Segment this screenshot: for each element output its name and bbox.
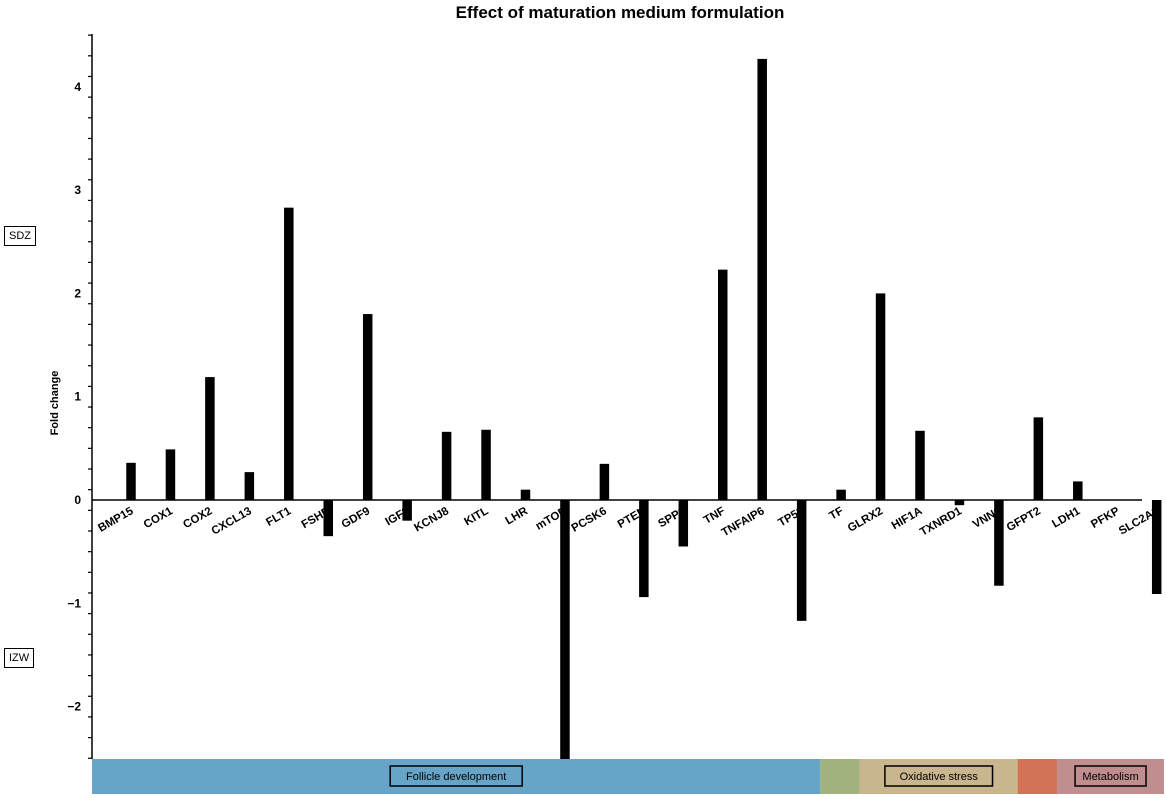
x-tick-label: FLT1 bbox=[264, 505, 294, 529]
x-tick-label: TNF bbox=[702, 505, 727, 527]
y-tick-label: 4 bbox=[74, 80, 81, 94]
category-label-box bbox=[884, 765, 994, 787]
bar-spp1 bbox=[678, 500, 689, 547]
y-tick-label: −2 bbox=[67, 700, 81, 714]
bar-cox2 bbox=[205, 377, 215, 500]
category-band bbox=[92, 759, 821, 794]
bar-tf bbox=[836, 489, 846, 500]
bar-kitl bbox=[481, 429, 491, 500]
x-tick-label: KCNJ8 bbox=[412, 505, 451, 535]
category-band bbox=[1017, 759, 1058, 794]
bar-fshr bbox=[323, 500, 333, 537]
x-tick-label: GLRX2 bbox=[846, 505, 885, 535]
x-tick-label: BMP15 bbox=[96, 505, 136, 535]
bar-pten bbox=[639, 500, 649, 598]
bar-gfpt2 bbox=[1033, 417, 1044, 500]
x-tick-label: LDH1 bbox=[1050, 505, 1083, 531]
y-axis-label: Fold change bbox=[49, 371, 61, 436]
bar-igf2 bbox=[402, 500, 412, 521]
category-bands: Follicle development Oxidative stress Meta… bbox=[92, 759, 1164, 794]
y-tick-label: 1 bbox=[74, 390, 81, 404]
x-tick-label: TF bbox=[827, 505, 845, 522]
y-tick-label: 0 bbox=[74, 493, 81, 507]
x-tick-label: GDF9 bbox=[340, 505, 373, 531]
bar-gdf9 bbox=[362, 314, 373, 500]
bar-hif1a bbox=[915, 430, 925, 500]
bar-cxcl13 bbox=[244, 472, 255, 500]
izw-label: IZW bbox=[4, 648, 35, 668]
chart-title: Effect of maturation medium formulation bbox=[456, 3, 785, 22]
x-tick-label: CXCL13 bbox=[210, 505, 254, 537]
bar-glrx2 bbox=[875, 293, 886, 500]
bar-tnfaip6 bbox=[757, 58, 767, 501]
bar-pcsk6 bbox=[599, 463, 610, 500]
sdz-label: SDZ bbox=[4, 226, 36, 246]
x-tick-label: LHR bbox=[504, 505, 531, 528]
bar-tnf bbox=[718, 269, 728, 500]
y-tick-label: −1 bbox=[67, 596, 81, 610]
bar-bmp15 bbox=[126, 462, 136, 500]
x-tick-label: TXNRD1 bbox=[918, 505, 964, 539]
bar-txnrd1 bbox=[954, 500, 965, 506]
x-tick-label: IGF2 bbox=[384, 505, 412, 528]
bar-mtor bbox=[560, 500, 570, 759]
bars bbox=[126, 58, 1162, 759]
x-tick-label: TNFAIP6 bbox=[720, 505, 767, 539]
category-band bbox=[820, 759, 860, 794]
x-tick-label: COX1 bbox=[142, 505, 176, 531]
bar-lhr bbox=[520, 489, 531, 500]
y-axis: −2 −1 0 1 2 3 4 bbox=[67, 34, 93, 759]
bar-flt1 bbox=[284, 207, 294, 500]
x-tick-label: KITL bbox=[462, 505, 490, 528]
bar-ldh1 bbox=[1073, 481, 1083, 500]
bar-cox1 bbox=[165, 449, 176, 500]
x-tick-label: PCSK6 bbox=[570, 505, 609, 535]
bar-vnn1 bbox=[994, 500, 1004, 586]
bar-kcnj8 bbox=[441, 431, 452, 500]
category-band bbox=[859, 759, 1018, 794]
category-label-box bbox=[389, 765, 523, 787]
y-tick-label: 2 bbox=[74, 286, 81, 300]
y-tick-label: 3 bbox=[74, 183, 81, 197]
category-label: Follicle development bbox=[406, 771, 506, 783]
category-label-box bbox=[1074, 765, 1147, 787]
x-tick-label: GFPT2 bbox=[1005, 505, 1043, 534]
bar-slc2a1 bbox=[1151, 500, 1162, 595]
bar-tp53 bbox=[796, 500, 807, 621]
category-label: Oxidative stress bbox=[900, 771, 979, 783]
category-label: Metabolism bbox=[1082, 771, 1138, 783]
